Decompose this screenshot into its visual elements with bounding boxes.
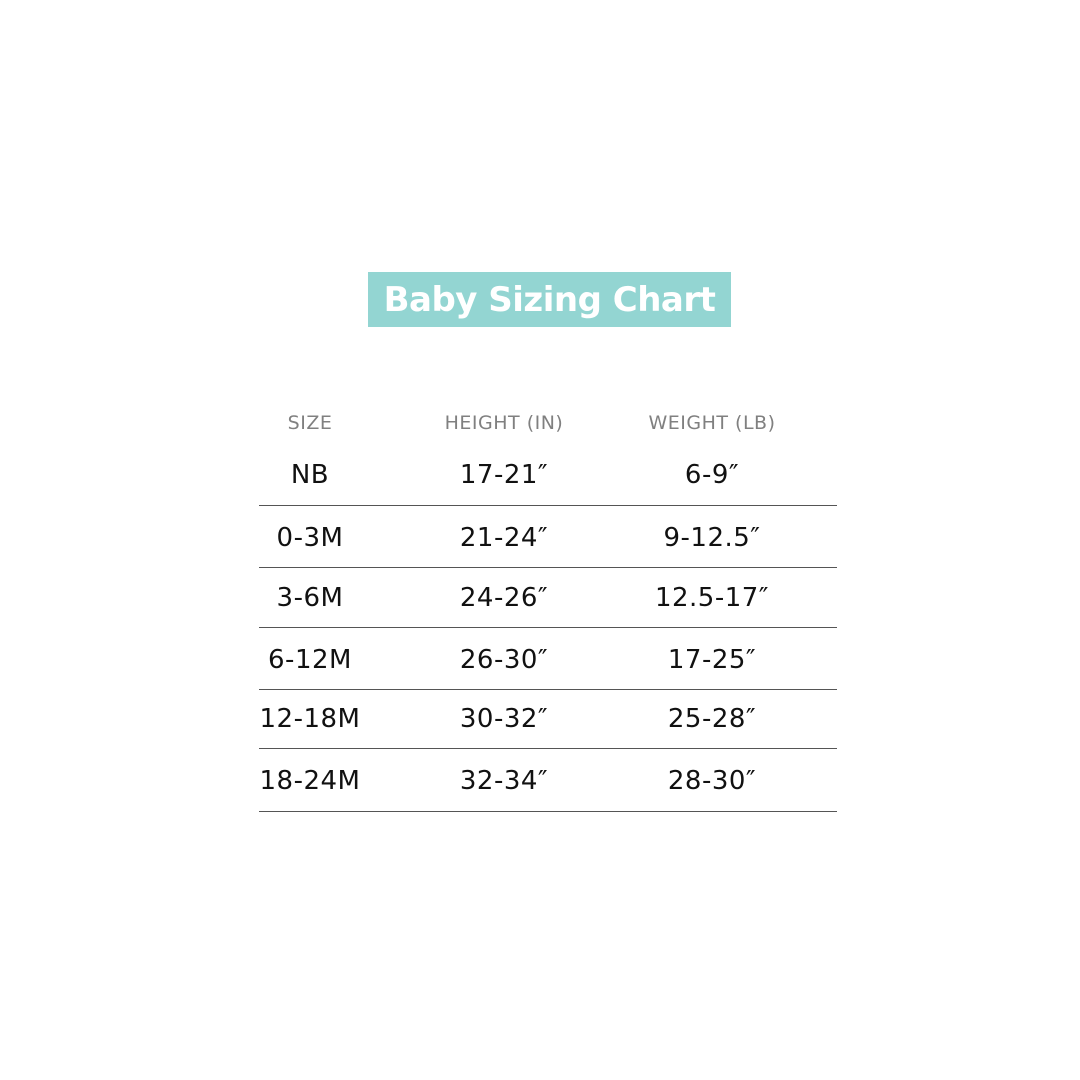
column-header-weight: WEIGHT (LB) bbox=[648, 412, 776, 434]
cell-height: 24-26″ bbox=[459, 583, 549, 613]
cell-weight: 25-28″ bbox=[667, 704, 757, 734]
cell-size: 0-3M bbox=[276, 523, 344, 553]
cell-size: 12-18M bbox=[259, 704, 361, 734]
row-divider bbox=[259, 689, 837, 690]
cell-height: 17-21″ bbox=[459, 460, 549, 490]
title-banner: Baby Sizing Chart bbox=[368, 272, 731, 327]
column-header-height: HEIGHT (IN) bbox=[444, 412, 564, 434]
cell-height: 32-34″ bbox=[459, 766, 549, 796]
cell-height: 21-24″ bbox=[459, 523, 549, 553]
cell-size: 18-24M bbox=[259, 766, 361, 796]
cell-weight: 17-25″ bbox=[667, 645, 757, 675]
page-title: Baby Sizing Chart bbox=[383, 279, 716, 320]
cell-weight: 9-12.5″ bbox=[663, 523, 761, 553]
cell-height: 26-30″ bbox=[459, 645, 549, 675]
row-divider bbox=[259, 567, 837, 568]
cell-size: 3-6M bbox=[276, 583, 344, 613]
row-divider bbox=[259, 627, 837, 628]
cell-height: 30-32″ bbox=[459, 704, 549, 734]
row-divider bbox=[259, 748, 837, 749]
row-divider bbox=[259, 505, 837, 506]
column-header-size: SIZE bbox=[287, 412, 333, 434]
cell-size: NB bbox=[290, 460, 330, 490]
cell-size: 6-12M bbox=[268, 645, 352, 675]
cell-weight: 28-30″ bbox=[667, 766, 757, 796]
cell-weight: 12.5-17″ bbox=[654, 583, 770, 613]
row-divider bbox=[259, 811, 837, 812]
cell-weight: 6-9″ bbox=[684, 460, 740, 490]
